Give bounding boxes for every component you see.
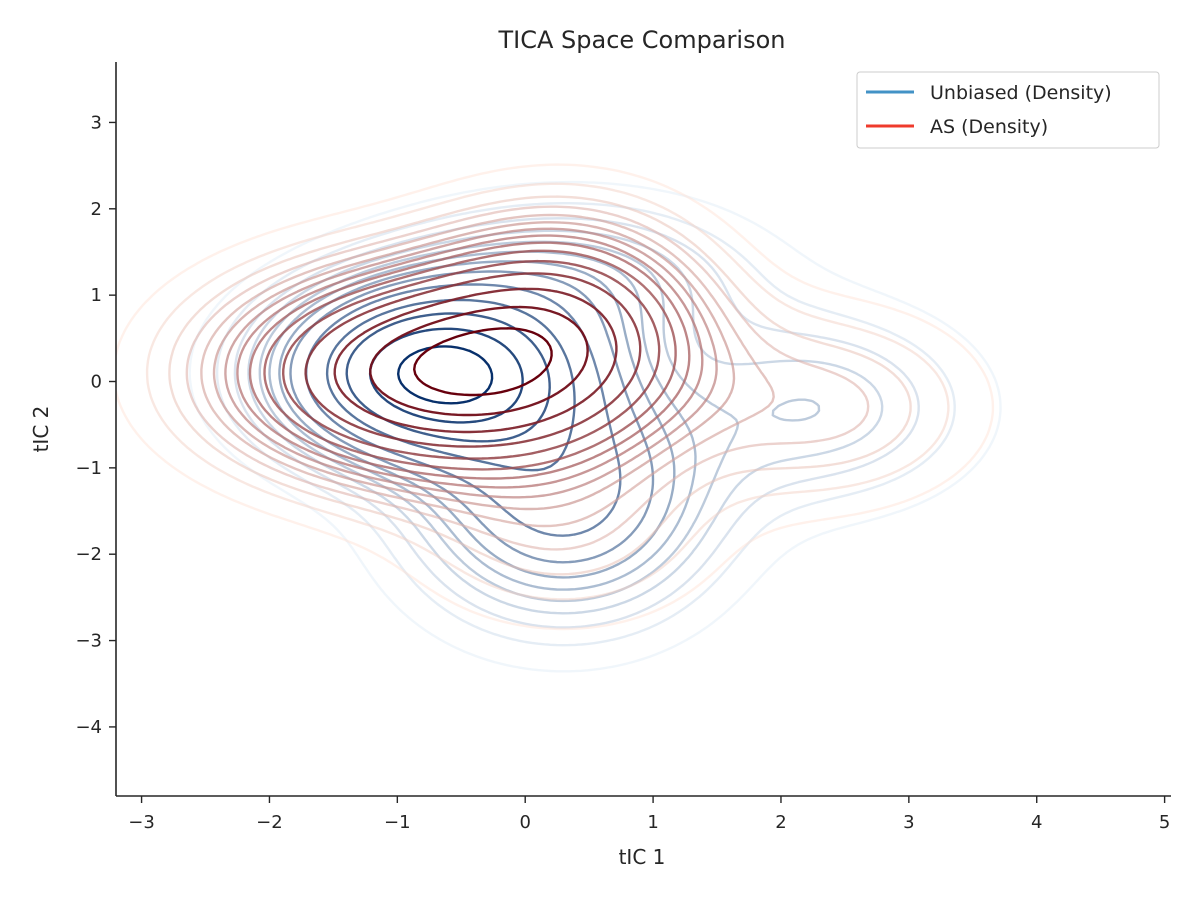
legend-label-as: AS (Density) <box>930 116 1048 138</box>
contour-series-0 <box>188 180 1002 673</box>
x-axis-ticks: −3 −2 −1 0 1 2 3 4 5 <box>128 796 1170 833</box>
contour-level <box>413 327 553 397</box>
contour-level <box>145 182 950 601</box>
contour-level <box>289 270 655 564</box>
legend-label-unbiased: Unbiased (Density) <box>930 82 1112 104</box>
contour-level <box>168 195 912 576</box>
contour-level <box>236 234 704 489</box>
y-tick-label: 3 <box>91 112 102 133</box>
contour-level <box>248 241 691 480</box>
legend: Unbiased (Density) AS (Density) <box>856 71 1160 149</box>
contour-level <box>263 249 677 471</box>
x-tick-label: 1 <box>647 812 658 833</box>
x-tick-label: −2 <box>256 812 283 833</box>
y-tick-label: −3 <box>75 631 102 652</box>
chart-title: TICA Space Comparison <box>497 26 785 54</box>
contour-level <box>325 298 576 472</box>
contour-level <box>369 305 589 417</box>
contour-level <box>278 260 676 579</box>
contour-level <box>282 259 661 460</box>
x-tick-label: −1 <box>384 812 411 833</box>
contour-level <box>305 283 622 537</box>
contour-level <box>116 163 995 631</box>
x-tick-label: 4 <box>1031 812 1042 833</box>
contour-level <box>233 217 920 629</box>
contour-series-1 <box>116 163 995 631</box>
y-tick-label: 2 <box>91 199 102 220</box>
x-tick-label: 2 <box>775 812 786 833</box>
contour-level <box>215 202 956 647</box>
y-axis-ticks: −4 −3 −2 −1 0 1 2 3 <box>75 112 116 738</box>
contour-level <box>212 221 736 511</box>
contour-level <box>200 213 775 528</box>
x-tick-label: 3 <box>903 812 914 833</box>
y-tick-label: 1 <box>91 285 102 306</box>
legend-frame <box>856 71 1160 149</box>
contour-level <box>304 272 642 448</box>
x-tick-label: 5 <box>1159 812 1170 833</box>
y-tick-label: 0 <box>91 372 102 393</box>
contour-level <box>345 312 551 443</box>
contour-level <box>185 205 870 551</box>
contour-level <box>188 180 1002 673</box>
x-tick-label: 0 <box>519 812 530 833</box>
x-tick-label: −3 <box>128 812 155 833</box>
contour-level <box>397 345 494 405</box>
x-axis-label: tIC 1 <box>619 845 666 869</box>
contour-layers <box>116 163 1002 673</box>
contour-level <box>224 227 718 499</box>
contour-level <box>368 327 524 424</box>
contour-level <box>333 287 618 434</box>
y-axis-label: tIC 2 <box>29 406 53 453</box>
y-tick-label: −2 <box>75 544 102 565</box>
y-tick-label: −4 <box>75 717 102 738</box>
y-tick-label: −1 <box>75 458 102 479</box>
